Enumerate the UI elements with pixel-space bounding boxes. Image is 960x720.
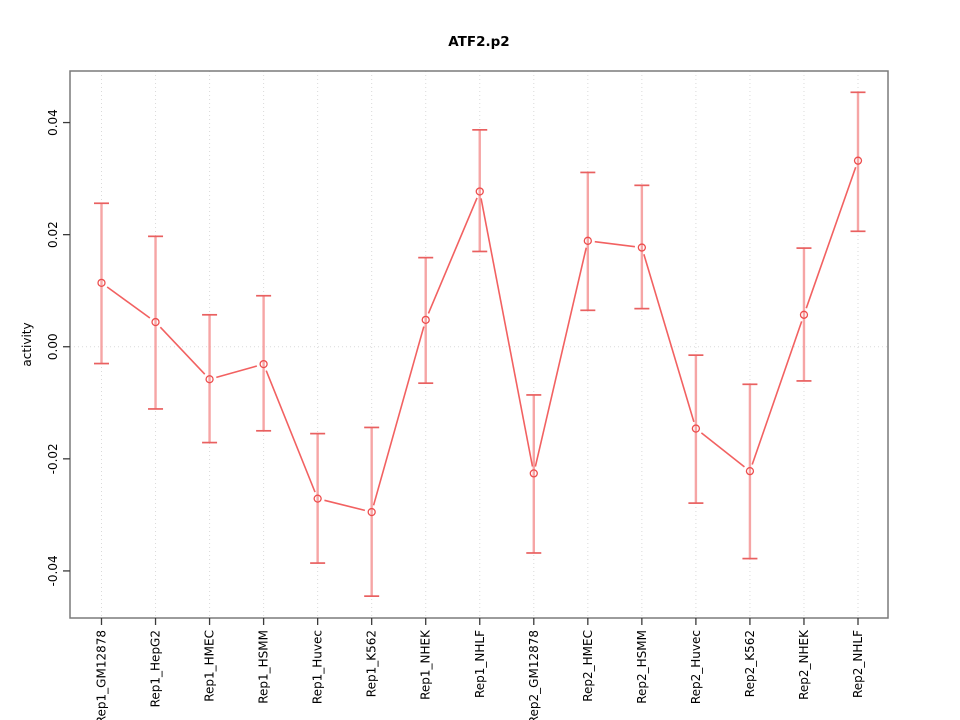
data-point: [205, 375, 214, 384]
series-segment: [534, 247, 588, 467]
data-point: [421, 315, 430, 324]
data-point: [529, 469, 538, 478]
data-point: [745, 467, 755, 476]
data-point: [313, 494, 322, 503]
series-segment: [700, 432, 745, 468]
x-tick-label: Rep1_HSMM: [257, 630, 271, 704]
chart-title: ATF2.p2: [448, 34, 509, 50]
x-tick-label: Rep2_HMEC: [581, 630, 595, 702]
x-tick-label: Rep2_Huvec: [689, 630, 703, 704]
series-segment: [159, 326, 206, 375]
series-segment: [643, 254, 695, 423]
series-segment: [480, 198, 534, 467]
y-tick-label: 0.02: [46, 221, 60, 248]
x-tick-label: Rep1_HMEC: [203, 630, 217, 702]
data-point: [583, 236, 592, 245]
plot-frame: [69, 70, 889, 619]
y-tick-label: 0.00: [46, 333, 60, 360]
y-tick-label: 0.04: [46, 109, 60, 136]
y-axis-title: activity: [20, 322, 34, 366]
x-tick-label: Rep2_K562: [743, 630, 757, 697]
x-tick-label: Rep1_HepG2: [149, 630, 163, 707]
x-tick-label: Rep1_NHLF: [473, 630, 487, 698]
x-tick-label: Rep1_K562: [365, 630, 379, 697]
series-segment: [216, 365, 258, 379]
data-point: [799, 310, 809, 319]
data-point: [637, 243, 647, 252]
x-tick-label: Rep2_GM12878: [527, 630, 541, 720]
series-segment: [427, 197, 478, 314]
data-point: [853, 156, 863, 165]
data-point: [97, 278, 106, 288]
series-segment: [805, 167, 857, 309]
y-tick-label: -0.02: [46, 443, 60, 474]
x-tick-label: Rep2_HSMM: [635, 630, 649, 704]
series-segment: [265, 370, 316, 493]
series-segment: [324, 499, 366, 512]
y-tick-label: -0.04: [46, 555, 60, 586]
x-tick-label: Rep1_NHEK: [419, 629, 433, 700]
data-point: [259, 359, 268, 369]
series-segment: [106, 286, 151, 319]
data-point: [367, 507, 376, 517]
series-segment: [594, 240, 636, 248]
x-tick-label: Rep2_NHEK: [797, 629, 811, 700]
x-tick-label: Rep1_GM12878: [95, 630, 109, 720]
data-point: [691, 424, 701, 433]
data-point: [475, 187, 484, 196]
series-segment: [372, 326, 425, 506]
x-tick-label: Rep2_NHLF: [851, 630, 865, 698]
data-point: [151, 317, 160, 327]
x-tick-label: Rep1_Huvec: [311, 630, 325, 704]
series-segment: [751, 321, 803, 465]
